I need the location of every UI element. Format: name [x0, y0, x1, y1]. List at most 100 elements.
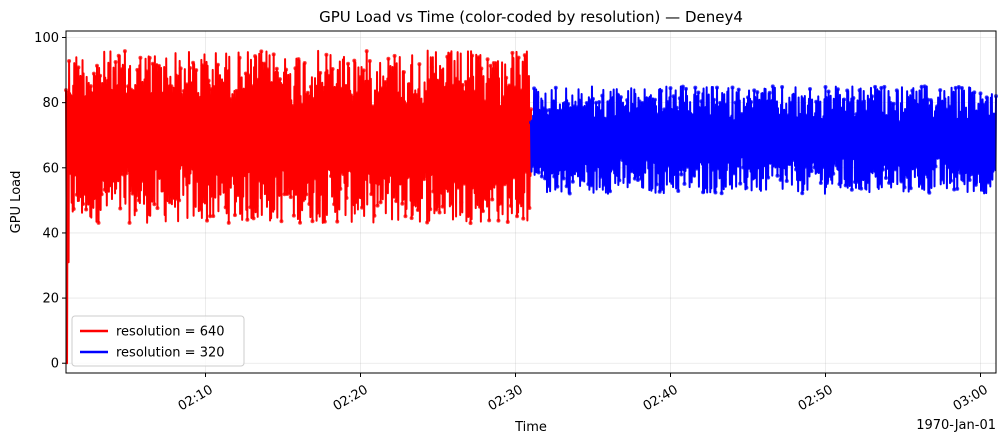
data-point: [206, 78, 211, 83]
data-point: [966, 121, 971, 126]
data-point: [818, 180, 823, 185]
data-point: [846, 177, 851, 182]
data-point: [611, 166, 616, 171]
data-point: [174, 196, 179, 201]
data-point: [739, 112, 744, 117]
data-point: [668, 86, 673, 91]
data-point: [905, 174, 910, 179]
data-point: [181, 88, 186, 93]
data-point: [623, 158, 628, 163]
data-point: [893, 167, 898, 172]
data-point: [212, 95, 217, 100]
data-point: [916, 115, 921, 120]
data-point: [710, 167, 715, 172]
data-point: [792, 105, 797, 110]
data-point: [787, 162, 792, 167]
data-point: [978, 91, 983, 96]
data-point: [234, 88, 239, 93]
data-point: [753, 168, 758, 173]
data-point: [970, 171, 975, 176]
data-point: [529, 120, 533, 125]
data-point: [321, 99, 326, 104]
data-point: [215, 62, 220, 67]
data-point: [601, 182, 606, 187]
data-point: [476, 55, 481, 60]
plot-frame: [65, 30, 997, 374]
data-point: [463, 79, 468, 84]
data-point: [250, 84, 254, 89]
series-layer: [64, 49, 998, 365]
data-point: [183, 173, 188, 178]
data-point: [192, 166, 197, 171]
data-point: [530, 163, 535, 168]
data-point: [911, 159, 916, 164]
data-point: [701, 190, 706, 195]
data-point: [784, 178, 789, 183]
data-point: [439, 84, 444, 89]
data-point: [462, 181, 467, 186]
data-point: [124, 171, 129, 176]
data-point: [549, 156, 554, 161]
data-point: [563, 100, 568, 105]
data-point: [651, 157, 656, 162]
data-point: [657, 189, 662, 194]
data-point: [329, 174, 334, 179]
legend-box: [71, 315, 245, 367]
data-point: [921, 164, 926, 169]
data-point: [922, 84, 927, 89]
data-point: [446, 165, 451, 170]
data-point: [583, 160, 588, 165]
data-point: [515, 214, 520, 219]
data-point: [236, 193, 241, 198]
data-point: [738, 181, 743, 186]
data-point: [188, 65, 192, 70]
data-point: [392, 53, 397, 58]
data-point: [603, 116, 608, 121]
data-point: [989, 163, 994, 168]
y-axis: 0 20 40 60 80 100: [34, 31, 66, 372]
data-point: [417, 62, 422, 67]
data-point: [355, 91, 360, 96]
data-point: [767, 90, 772, 95]
data-point: [632, 176, 637, 181]
data-point: [445, 54, 450, 59]
data-point: [243, 71, 248, 76]
data-point: [645, 157, 650, 162]
y-tick-label: 0: [51, 357, 59, 372]
data-point: [260, 179, 265, 184]
data-point: [203, 86, 208, 91]
data-point: [226, 220, 231, 225]
data-point: [254, 204, 259, 209]
data-point: [758, 115, 763, 120]
data-point: [105, 163, 110, 168]
data-point: [316, 198, 321, 203]
data-point: [939, 177, 944, 182]
data-point: [924, 172, 929, 177]
data-point: [146, 197, 151, 202]
data-point: [102, 187, 107, 192]
data-point: [164, 191, 169, 196]
data-point: [133, 208, 138, 213]
data-point: [408, 101, 413, 106]
data-point: [839, 113, 843, 118]
data-point: [144, 69, 149, 74]
data-point: [265, 67, 270, 72]
data-point: [112, 173, 117, 178]
data-point: [609, 120, 614, 125]
data-point: [347, 166, 352, 171]
data-point: [400, 201, 405, 206]
data-point: [211, 214, 216, 219]
data-point: [685, 164, 690, 169]
data-point: [586, 182, 591, 187]
data-point: [470, 53, 475, 58]
y-tick-label: 20: [42, 292, 59, 307]
data-point: [840, 155, 845, 160]
data-point: [728, 180, 733, 185]
data-point: [780, 85, 785, 90]
data-point: [564, 184, 569, 189]
data-point: [141, 96, 146, 101]
data-point: [195, 179, 200, 184]
data-point: [639, 176, 644, 181]
data-point: [270, 164, 275, 169]
